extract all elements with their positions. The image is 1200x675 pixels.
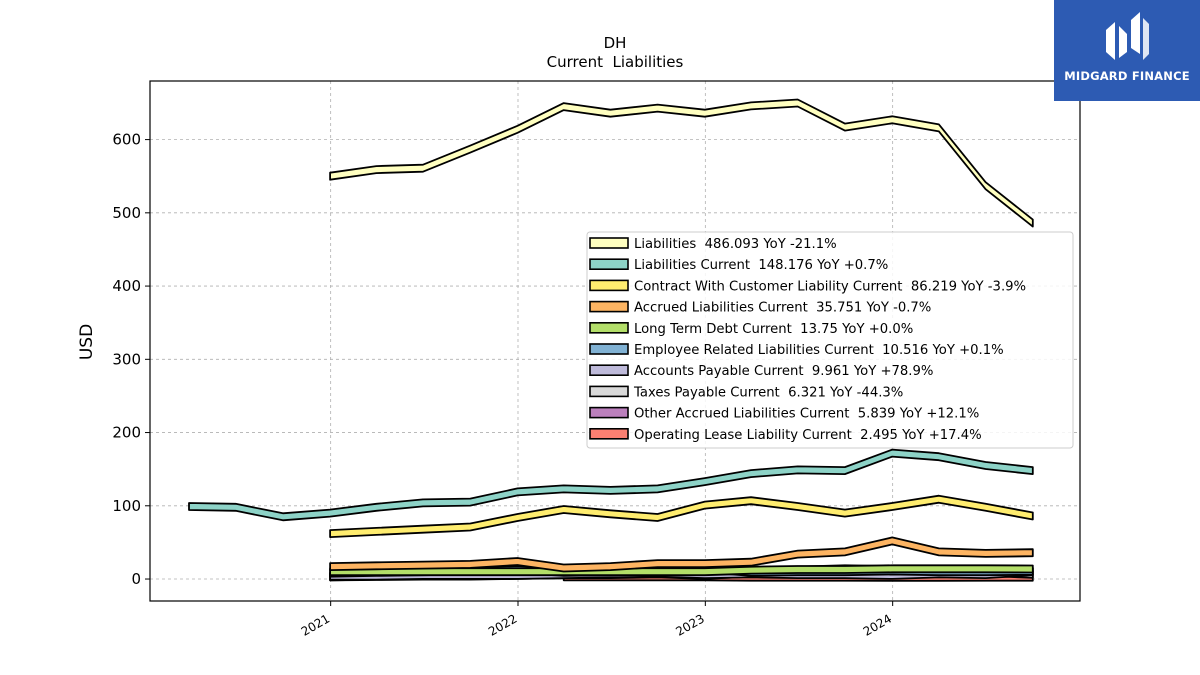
y-tick-label: 0 xyxy=(131,570,141,588)
series-accrued-liabilities-current xyxy=(329,536,1034,573)
legend-label: Employee Related Liabilities Current 10.… xyxy=(634,343,1004,358)
legend-swatch xyxy=(589,258,629,271)
legend-box xyxy=(586,231,1074,449)
x-tick-label: 2021 xyxy=(299,611,332,638)
legend-swatch xyxy=(589,427,629,440)
y-tick-label: 500 xyxy=(112,204,141,222)
y-tick-label: 300 xyxy=(112,350,141,368)
brand-mark-icon xyxy=(1106,12,1149,60)
y-tick-label: 400 xyxy=(112,277,141,295)
series-liabilities xyxy=(329,98,1034,228)
chart-title: DH xyxy=(604,34,627,52)
legend-swatch xyxy=(589,321,629,334)
legend-label: Other Accrued Liabilities Current 5.839 … xyxy=(634,407,979,422)
chart-subtitle: Current Liabilities xyxy=(547,53,684,71)
legend-label: Taxes Payable Current 6.321 YoY -44.3% xyxy=(633,385,903,400)
x-tick-label: 2022 xyxy=(486,611,519,638)
plot-frame xyxy=(149,80,1081,602)
y-tick-label: 100 xyxy=(112,497,141,515)
brand-name: MIDGARD FINANCE xyxy=(1064,69,1190,83)
legend-swatch xyxy=(589,279,629,292)
x-tick-label: 2024 xyxy=(861,611,894,638)
legend: Liabilities 486.093 YoY -21.1% Liabilitie… xyxy=(586,231,1074,449)
legend-label: Liabilities Current 148.176 YoY +0.7% xyxy=(634,258,888,273)
x-tick-label: 2023 xyxy=(673,611,706,638)
legend-label: Contract With Customer Liability Current… xyxy=(634,279,1026,294)
series-layer xyxy=(188,98,1034,582)
legend-label: Long Term Debt Current 13.75 YoY +0.0% xyxy=(634,322,913,337)
legend-swatch xyxy=(589,406,629,419)
y-tick-label: 600 xyxy=(112,131,141,149)
legend-swatch xyxy=(589,385,629,398)
legend-label: Liabilities 486.093 YoY -21.1% xyxy=(634,237,837,252)
y-tick-label: 200 xyxy=(112,424,141,442)
legend-swatch xyxy=(589,300,629,313)
legend-label: Operating Lease Liability Current 2.495 … xyxy=(634,428,982,443)
legend-swatch xyxy=(589,364,629,377)
legend-swatch xyxy=(589,237,629,249)
legend-label: Accounts Payable Current 9.961 YoY +78.9… xyxy=(634,364,933,379)
legend-swatch xyxy=(589,343,629,355)
series-contract-with-customer-liability-current xyxy=(329,494,1034,538)
legend-label: Accrued Liabilities Current 35.751 YoY -… xyxy=(634,301,931,316)
brand-logo: MIDGARD FINANCE xyxy=(1054,0,1200,101)
y-axis-label: USD xyxy=(77,324,97,360)
series-liabilities-current xyxy=(188,448,1034,522)
